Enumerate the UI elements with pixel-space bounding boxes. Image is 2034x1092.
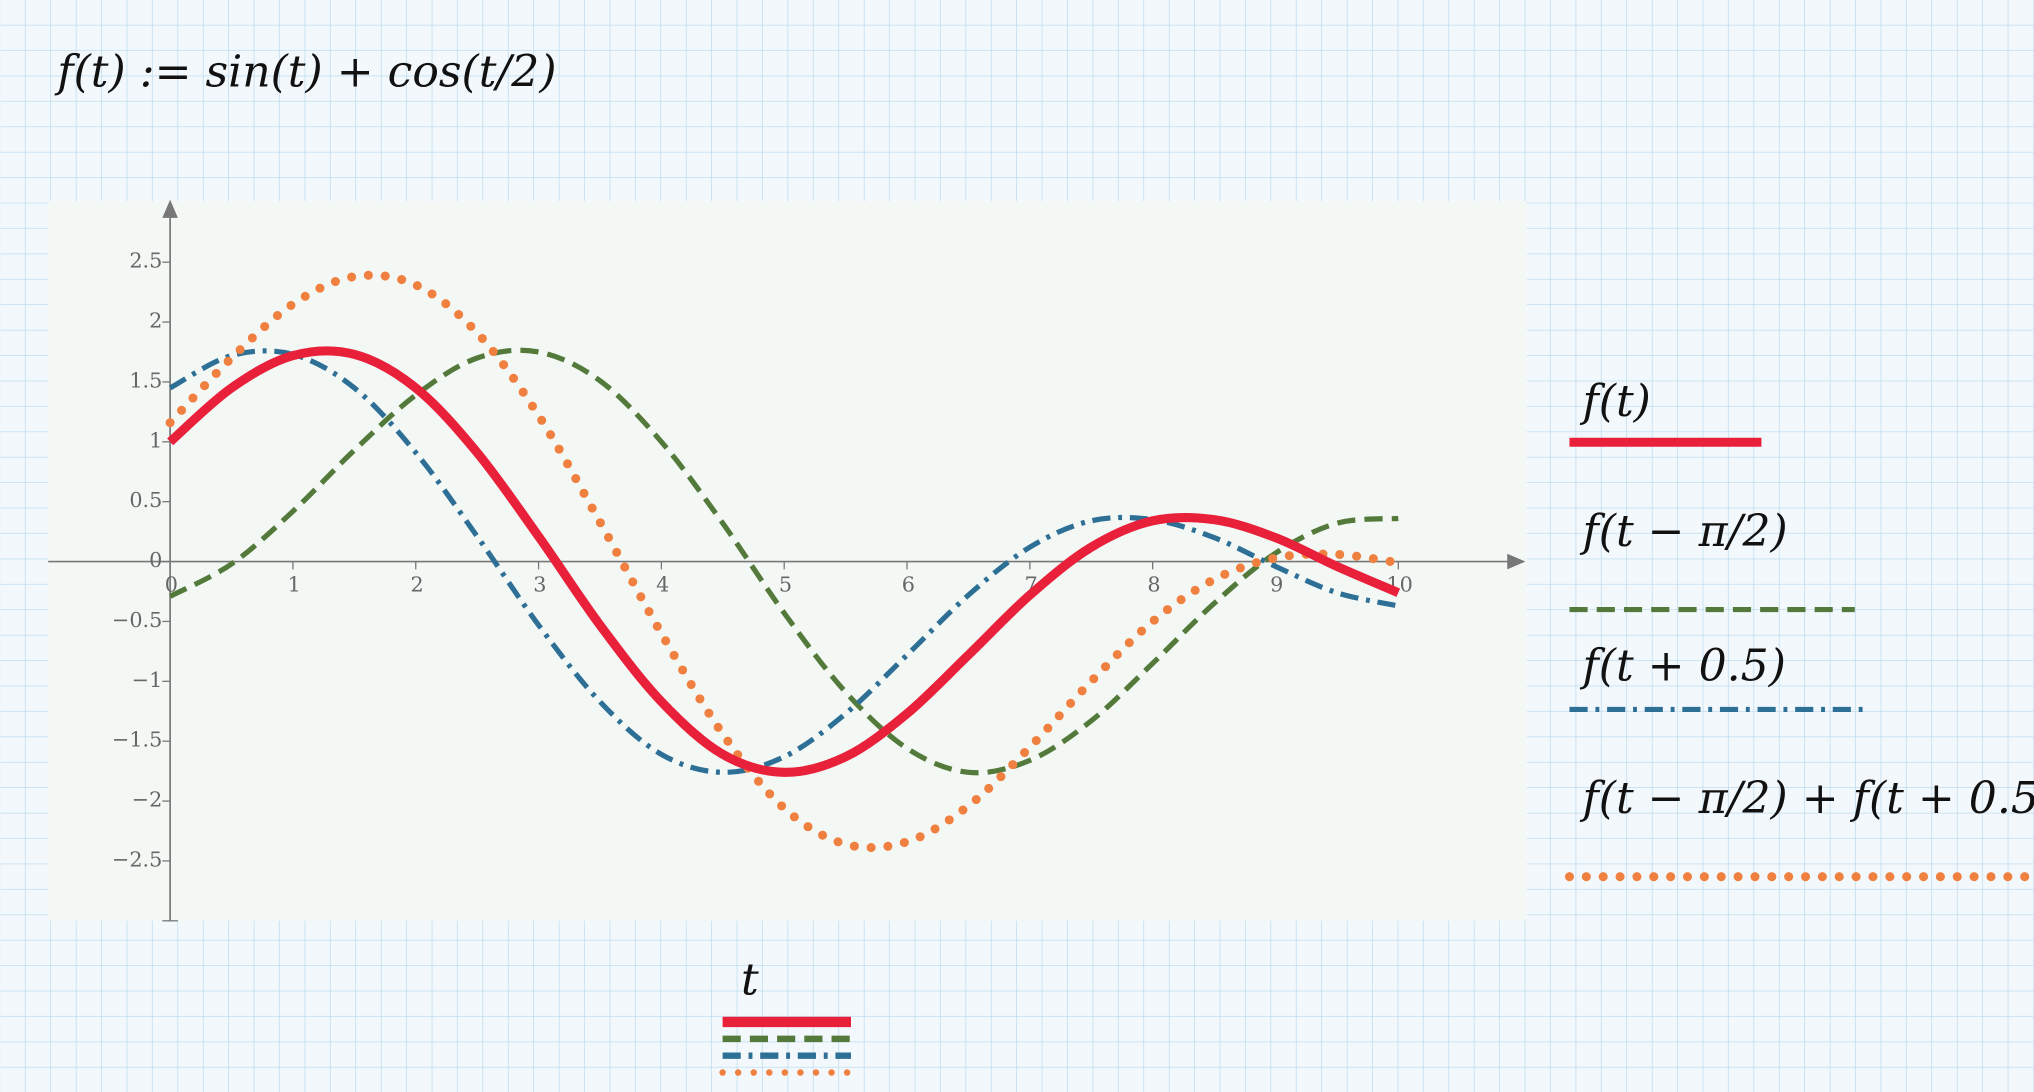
x-tick-label: 8: [1147, 573, 1160, 597]
legend-label: f(t + 0.5): [1579, 641, 1785, 692]
series-line: [168, 348, 1399, 775]
x-tick-label: 4: [656, 573, 669, 597]
x-tick-label: 2: [410, 573, 423, 597]
y-tick-label: −2.5: [112, 847, 162, 871]
y-tick-label: 1: [149, 428, 162, 452]
y-tick-label: 1.5: [129, 368, 162, 392]
y-tick-label: −1: [132, 668, 163, 692]
legend-label: f(t): [1579, 376, 1650, 427]
y-tick-label: −1.5: [112, 728, 162, 752]
legend-label: f(t − π/2) + f(t + 0.5): [1579, 773, 2034, 824]
y-tick-label: 0.5: [129, 488, 162, 512]
y-tick-label: 2.5: [129, 249, 162, 273]
y-tick-label: −2: [132, 788, 163, 812]
legend-label: f(t − π/2): [1579, 506, 1787, 557]
y-tick-label: 2: [149, 309, 162, 333]
x-tick-label: 9: [1270, 573, 1283, 597]
y-tick-label: −0.5: [112, 608, 162, 632]
x-tick-label: 5: [779, 573, 792, 597]
x-tick-label: 3: [533, 573, 546, 597]
x-tick-label: 1: [288, 573, 301, 597]
x-axis-arrow: [1507, 553, 1526, 570]
series-line: [165, 270, 1403, 853]
series-line: [168, 347, 1399, 776]
x-tick-label: 6: [902, 573, 915, 597]
x-tick-label: 0: [165, 573, 178, 597]
x-axis-label: t: [741, 955, 759, 1006]
y-axis-arrow: [162, 199, 178, 218]
plot: −2.5−2−1.5−1−0.500.511.522.50 1 2 3 4 5 6 7 8 9 10…: [48, 199, 2034, 1076]
series-line: [167, 346, 1401, 777]
y-tick-label: 0: [149, 548, 162, 572]
formula: f(t) := sin(t) + cos(t/2): [54, 47, 556, 98]
